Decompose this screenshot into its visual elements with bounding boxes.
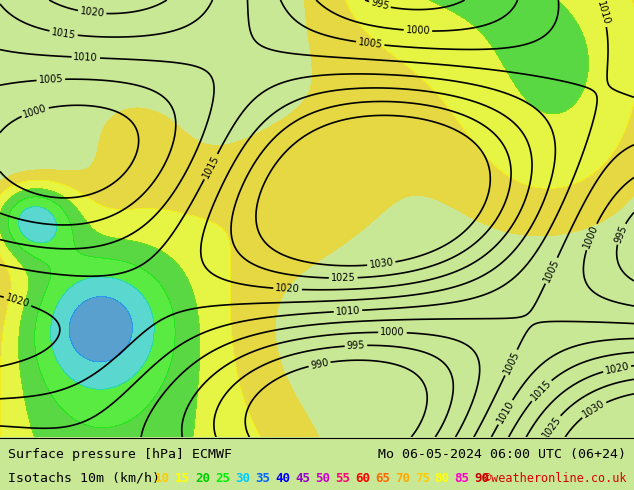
Text: 60: 60 [355, 472, 370, 485]
Text: 1000: 1000 [406, 25, 430, 36]
Text: 1020: 1020 [4, 293, 30, 310]
Text: 1005: 1005 [358, 37, 383, 50]
Text: 995: 995 [612, 223, 629, 245]
Text: 1010: 1010 [74, 52, 98, 63]
Text: 1010: 1010 [335, 305, 361, 317]
Text: 1005: 1005 [541, 257, 561, 284]
Text: 1025: 1025 [331, 273, 356, 283]
Text: 990: 990 [309, 357, 330, 370]
Text: 1010: 1010 [595, 0, 611, 26]
Text: ©weatheronline.co.uk: ©weatheronline.co.uk [484, 472, 626, 485]
Text: 1000: 1000 [22, 103, 48, 120]
Text: 1000: 1000 [582, 223, 600, 250]
Text: Surface pressure [hPa] ECMWF: Surface pressure [hPa] ECMWF [8, 447, 231, 461]
Text: 995: 995 [347, 340, 365, 351]
Text: 45: 45 [295, 472, 310, 485]
Text: 90: 90 [475, 472, 489, 485]
Text: Isotachs 10m (km/h): Isotachs 10m (km/h) [8, 472, 160, 485]
Text: 1015: 1015 [51, 26, 77, 40]
Text: 35: 35 [255, 472, 270, 485]
Text: 1005: 1005 [501, 349, 521, 376]
Text: 85: 85 [455, 472, 470, 485]
Text: 1020: 1020 [79, 6, 105, 19]
Text: 55: 55 [335, 472, 350, 485]
Text: 25: 25 [215, 472, 230, 485]
Text: 1010: 1010 [495, 399, 516, 425]
Text: 1025: 1025 [540, 414, 563, 440]
Text: Mo 06-05-2024 06:00 UTC (06+24): Mo 06-05-2024 06:00 UTC (06+24) [378, 447, 626, 461]
Text: 75: 75 [415, 472, 430, 485]
Text: 1020: 1020 [275, 283, 300, 294]
Text: 30: 30 [235, 472, 250, 485]
Text: 1005: 1005 [38, 74, 63, 85]
Text: 1000: 1000 [380, 327, 404, 338]
Text: 1030: 1030 [368, 258, 394, 270]
Text: 1015: 1015 [529, 378, 553, 403]
Text: 1030: 1030 [581, 398, 607, 420]
Text: 1020: 1020 [604, 361, 630, 376]
Text: 70: 70 [395, 472, 410, 485]
Text: 50: 50 [315, 472, 330, 485]
Text: 20: 20 [195, 472, 210, 485]
Text: 65: 65 [375, 472, 390, 485]
Text: 15: 15 [175, 472, 190, 485]
Text: 40: 40 [275, 472, 290, 485]
Text: 995: 995 [370, 0, 390, 12]
Text: 80: 80 [435, 472, 450, 485]
Text: 10: 10 [155, 472, 171, 485]
Text: 1015: 1015 [201, 153, 221, 180]
